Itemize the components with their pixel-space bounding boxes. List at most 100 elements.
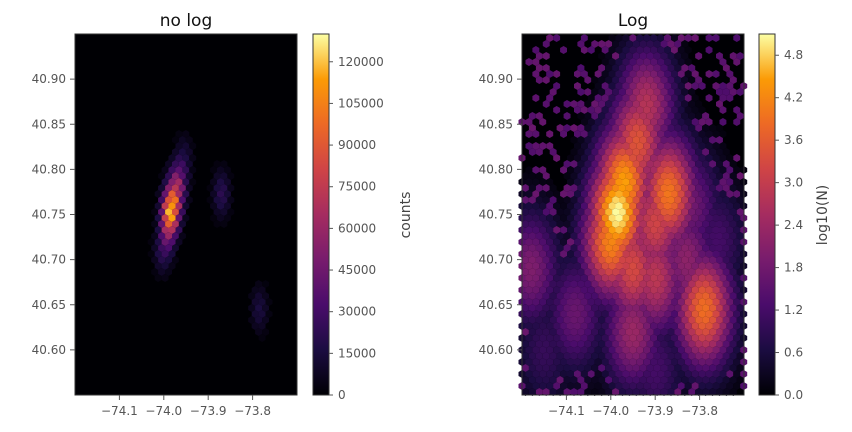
hexbin-cell — [542, 208, 550, 216]
hexbin-cell — [664, 46, 671, 54]
hexbin-cell — [712, 70, 720, 78]
hexbin-cell — [629, 154, 637, 162]
hexbin-cell — [650, 310, 658, 318]
hexbin-cell — [598, 316, 606, 324]
hexbin-cell — [539, 190, 547, 198]
hexbin-cell — [632, 160, 640, 168]
hexbin-cell — [695, 112, 703, 120]
hexbin-cell — [657, 166, 664, 174]
hexbin-cell — [681, 364, 689, 372]
hexbin-cell — [646, 208, 654, 216]
hexbin-cell — [664, 202, 671, 210]
hexbin-cell — [671, 346, 678, 354]
hexbin-cell — [695, 160, 703, 168]
hexbin-cell — [206, 196, 214, 204]
hexbin-cell — [619, 268, 626, 276]
hexbin-cell — [625, 196, 633, 204]
hexbin-cell — [629, 118, 637, 126]
hexbin-cell — [681, 304, 689, 312]
hexbin-cell — [608, 250, 616, 258]
hexbin-cell — [175, 214, 183, 222]
hexbin-cell — [601, 106, 609, 114]
hexbin-cell — [674, 292, 682, 300]
hexbin-cell — [625, 340, 633, 348]
hexbin-cell — [577, 328, 585, 336]
hexbin-cell — [657, 190, 664, 198]
hexbin-cell — [698, 346, 706, 354]
hexbin-cell — [567, 310, 574, 318]
hexbin-cell — [594, 70, 602, 78]
hexbin-cell — [539, 298, 547, 306]
hexbin-cell — [587, 298, 595, 306]
hexbin-cell — [671, 322, 678, 330]
hexbin-cell — [629, 262, 637, 270]
hexbin-cell — [580, 334, 588, 342]
hexbin-cell — [605, 136, 613, 144]
hexbin-cell — [255, 316, 263, 324]
hexbin-cell — [570, 148, 578, 156]
hexbin-cell — [539, 382, 547, 390]
hexbin-cell — [591, 100, 599, 108]
hexbin-cell — [657, 322, 664, 330]
hexbin-cell — [646, 136, 654, 144]
hexbin-cell — [567, 214, 574, 222]
hexbin-cell — [671, 382, 678, 390]
hexbin-cell — [643, 274, 651, 282]
hexbin-cell — [539, 250, 547, 258]
hexbin-cell — [178, 208, 186, 216]
hexbin-cell — [553, 358, 561, 366]
hexbin-cell — [702, 280, 710, 288]
hexbin-cell — [688, 232, 696, 240]
hexbin-cell — [646, 52, 654, 60]
hexbin-cell — [528, 124, 536, 132]
hexbin-cell — [709, 256, 716, 264]
hexbin-cell — [722, 304, 730, 312]
hexbin-cell — [615, 226, 623, 234]
hexbin-cell — [542, 328, 550, 336]
hexbin-cell — [563, 220, 571, 228]
hexbin-cell — [542, 256, 550, 264]
hexbin-cell — [591, 112, 599, 120]
hexbin-cell — [158, 268, 166, 276]
hexbin-cell — [636, 214, 644, 222]
hexbin-cell — [601, 178, 609, 186]
hexbin-cell — [643, 322, 651, 330]
hexbin-cell — [553, 250, 561, 258]
hexbin-cell — [709, 292, 716, 300]
hexbin-cell — [632, 388, 640, 396]
hexbin-cell — [522, 316, 529, 324]
hexbin-cell — [584, 352, 592, 360]
hexbin-cell — [733, 118, 741, 126]
panel-no-log: no log 40.6040.6540.7040.7540.8040.8540.… — [32, 11, 298, 418]
hexbin-cell — [674, 280, 682, 288]
hexbin-cell — [608, 334, 616, 342]
hexbin-cell — [563, 328, 571, 336]
hexbin-cell — [677, 130, 685, 138]
hexbin-cell — [702, 184, 710, 192]
hexbin-cell — [528, 232, 536, 240]
hexbin-cell — [702, 376, 710, 384]
colorbar-log: 0.00.61.21.82.43.03.64.24.8 log10(N) — [758, 33, 831, 402]
hexbin-cell — [667, 208, 675, 216]
hexbin-cell — [574, 178, 581, 186]
hexbin-cell — [719, 310, 727, 318]
hexbin-cell — [542, 244, 550, 252]
hexbin-cell — [636, 274, 644, 282]
hexbin-cell — [161, 214, 169, 222]
hexbin-cell — [612, 148, 619, 156]
colorbar-tick-label: 1.8 — [784, 261, 803, 275]
hexbin-cell — [542, 388, 550, 396]
hexbin-cell — [636, 370, 644, 378]
hexbin-cell — [629, 322, 637, 330]
hexbin-cell — [525, 310, 533, 318]
hexbin-cell — [736, 88, 744, 96]
hexbin-cell — [577, 352, 585, 360]
hexbin-cell — [577, 220, 585, 228]
hexbin-cell — [605, 172, 613, 180]
hexbin-cell — [736, 208, 744, 216]
hexbin-cell — [625, 244, 633, 252]
hexbin-cell — [716, 208, 723, 216]
hexbin-cell — [605, 160, 613, 168]
hexbin-cell — [684, 106, 692, 114]
hexbin-cell — [646, 64, 654, 72]
